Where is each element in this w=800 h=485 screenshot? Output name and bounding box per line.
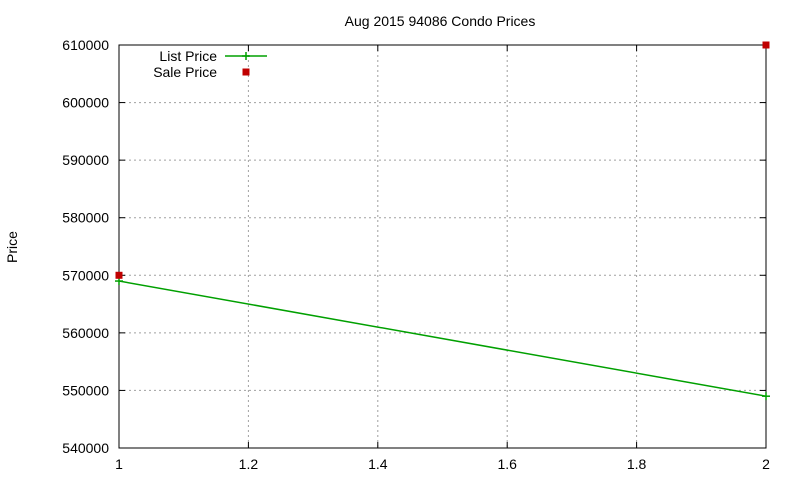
y-tick-label: 590000 [62, 152, 109, 168]
chart-title: Aug 2015 94086 Condo Prices [345, 13, 536, 29]
y-tick-label: 600000 [62, 95, 109, 111]
grid-lines [119, 45, 766, 448]
y-axis-label: Price [4, 231, 20, 263]
plot-border [118, 44, 767, 449]
y-tick-label: 570000 [62, 267, 109, 283]
sale-price-point [762, 41, 770, 49]
x-tick-label: 1.4 [368, 456, 388, 472]
x-tick-label: 1.8 [627, 456, 647, 472]
y-tick-label: 610000 [62, 37, 109, 53]
axis-ticks: 540000 550000 560000 570000 580000 590000 6000… [62, 37, 770, 472]
legend-swatch-sale-price [242, 68, 250, 76]
list-price-point [762, 392, 770, 401]
series-layer [115, 41, 770, 401]
x-tick-label: 1 [115, 456, 123, 472]
x-tick-label: 2 [762, 456, 770, 472]
y-tick-label: 550000 [62, 382, 109, 398]
x-tick-label: 1.2 [239, 456, 259, 472]
y-tick-label: 580000 [62, 210, 109, 226]
legend-label-list-price: List Price [159, 48, 217, 64]
y-tick-label: 540000 [62, 440, 109, 456]
sale-price-point [115, 271, 123, 279]
legend-label-sale-price: Sale Price [153, 64, 217, 80]
legend-marker-list-price [242, 52, 250, 60]
y-tick-label: 560000 [62, 325, 109, 341]
list-price-line [118, 280, 767, 397]
x-tick-label: 1.6 [497, 456, 517, 472]
